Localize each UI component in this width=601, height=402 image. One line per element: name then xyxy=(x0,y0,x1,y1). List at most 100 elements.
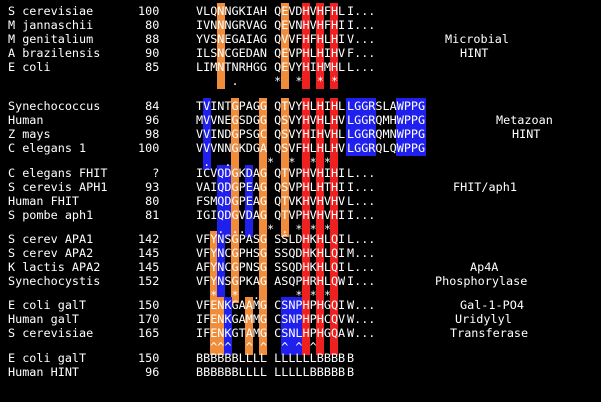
group-label: Microbial xyxy=(445,32,509,46)
group-label: Phosphorylase xyxy=(435,274,528,288)
sequence-tail: L... xyxy=(347,260,376,274)
sequence-tail: B xyxy=(347,351,355,365)
column-highlight xyxy=(316,165,325,237)
sequence-residues: ILSNCGEDAN QEVPHLHIHV xyxy=(196,46,346,60)
sequence-residues: MVVNEGSDGG QSVYHVHLHV xyxy=(196,113,346,127)
sequence-residues: VFYNCGPHSG SSQDHKHLQI xyxy=(196,246,346,260)
conservation-symbols: . .. * . * * * xyxy=(196,222,331,236)
column-highlight xyxy=(330,98,339,170)
sequence-residues: VVVNNGKDGA QSVFHLHLHV xyxy=(196,141,346,155)
sequence-tail: V... xyxy=(347,32,376,46)
organism-name: S pombe aph1 xyxy=(8,208,94,222)
column-highlight xyxy=(231,98,240,170)
column-highlight xyxy=(231,231,240,303)
column-highlight xyxy=(330,3,339,89)
organism-name: Synechococcus xyxy=(8,99,101,113)
sequence-residues: VVINDGPSGC QSVYHIHVHL xyxy=(196,127,346,141)
organism-name: Human galT xyxy=(8,312,80,326)
organism-name: E coli galT xyxy=(8,298,87,312)
sequence-residues: IVNNNGRVAG QEVNHVHFHI xyxy=(196,18,346,32)
sequence-residues: IFENKGAMMG CSNPHPHCQV xyxy=(196,312,346,326)
sequence-tail: LGGRQMHWPPG xyxy=(347,113,426,127)
sequence-tail: L... xyxy=(347,194,376,208)
tail-highlight xyxy=(395,98,427,156)
organism-name: Human HINT xyxy=(8,365,80,379)
sequence-position: 152 xyxy=(138,274,160,288)
group-label: Uridylyl xyxy=(455,312,512,326)
sequence-residues: VAIQDGPEAG QSVPHLHTHI xyxy=(196,180,346,194)
group-label: Ap4A xyxy=(470,260,499,274)
column-highlight xyxy=(330,165,339,237)
column-highlight xyxy=(302,3,311,89)
organism-name: Synechocystis xyxy=(8,274,101,288)
group-label: Gal-1-PO4 xyxy=(460,298,524,312)
sequence-tail: LGGRSLAWPPG xyxy=(347,99,426,113)
sequence-residues: FSMQDGPEAG QTVKHVHVHV xyxy=(196,194,346,208)
column-highlight xyxy=(209,231,218,303)
sequence-residues: TVINTGPAGG QTVYHLHIHL xyxy=(196,99,346,113)
column-highlight xyxy=(316,98,325,170)
column-highlight xyxy=(259,297,268,355)
sequence-position: 100 xyxy=(138,4,160,18)
column-highlight xyxy=(302,297,311,355)
organism-name: S cerevisiae xyxy=(8,326,94,340)
group-label: HINT xyxy=(460,46,489,60)
column-highlight xyxy=(302,165,311,237)
sequence-tail: L... xyxy=(347,60,376,74)
sequence-position: 85 xyxy=(145,60,160,74)
sequence-tail: F... xyxy=(347,46,376,60)
sequence-residues: VFENKGAAMG CSNPHPHGQI xyxy=(196,298,346,312)
sequence-position: 145 xyxy=(138,260,160,274)
sequence-tail: W... xyxy=(347,326,376,340)
sequence-tail: W... xyxy=(347,312,376,326)
sequence-position: 142 xyxy=(138,232,160,246)
column-highlight xyxy=(231,165,240,237)
tail-highlight xyxy=(346,98,377,156)
sequence-tail: W... xyxy=(347,298,376,312)
sequence-tail: LGGRQLQWPPG xyxy=(347,141,426,155)
sequence-tail: L... xyxy=(347,232,376,246)
column-highlight xyxy=(245,297,254,355)
group-label: Transferase xyxy=(450,326,529,340)
column-highlight xyxy=(280,165,289,237)
organism-name: Human xyxy=(8,113,44,127)
sequence-position: 100 xyxy=(138,141,160,155)
sequence-tail: I... xyxy=(347,18,376,32)
sequence-position: 81 xyxy=(145,208,160,222)
sequence-residues: VLQNNGKIAH QEVDHVHFHL xyxy=(196,4,346,18)
column-highlight xyxy=(216,231,225,303)
column-highlight xyxy=(316,297,325,355)
column-highlight xyxy=(216,3,225,89)
column-highlight xyxy=(280,98,289,170)
group-label: FHIT/aph1 xyxy=(453,180,517,194)
sequence-position: 88 xyxy=(145,32,160,46)
column-highlight xyxy=(202,98,211,170)
organism-name: Z mays xyxy=(8,127,51,141)
conservation-symbols: * * . * * * xyxy=(196,288,331,302)
organism-name: A brazilensis xyxy=(8,46,101,60)
column-highlight xyxy=(316,3,325,89)
organism-name: M jannaschii xyxy=(8,18,94,32)
sequence-position: 96 xyxy=(145,365,160,379)
sequence-tail: M... xyxy=(347,246,376,260)
column-highlight xyxy=(330,231,339,303)
sequence-residues: VFYNSGPASG SSLDHKHLQI xyxy=(196,232,346,246)
column-highlight xyxy=(302,231,311,303)
sequence-residues: ICVQDGKDAG QTVPHVHIHI xyxy=(196,166,346,180)
sequence-position: 90 xyxy=(145,46,160,60)
column-highlight xyxy=(330,297,339,355)
organism-name: S cerevis APH1 xyxy=(8,180,108,194)
sequence-residues: BBBBBBLLLL LLLLLLBBBB xyxy=(196,351,346,365)
organism-name: E coli xyxy=(8,60,51,74)
column-highlight xyxy=(216,165,232,237)
organism-name: S cerev APA1 xyxy=(8,232,94,246)
column-highlight xyxy=(245,165,254,237)
sequence-position: 93 xyxy=(145,180,160,194)
column-highlight xyxy=(280,3,289,89)
conservation-symbols: ^^^ ^ ^ ^ ^ ^ xyxy=(196,340,317,354)
group-label: HINT xyxy=(512,127,541,141)
conservation-symbols: . . * * * * xyxy=(196,155,331,169)
column-highlight xyxy=(316,231,325,303)
